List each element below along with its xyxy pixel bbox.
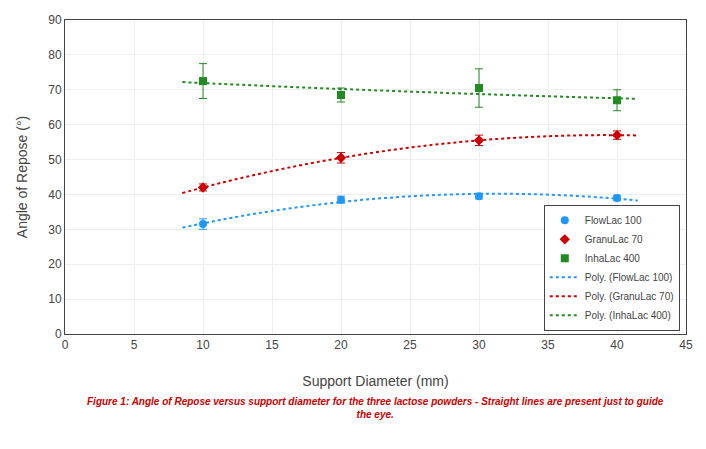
svg-text:45: 45 [679, 338, 693, 352]
svg-text:30: 30 [472, 338, 486, 352]
svg-text:60: 60 [48, 118, 62, 132]
svg-text:90: 90 [48, 13, 62, 27]
svg-text:30: 30 [48, 223, 62, 237]
svg-text:50: 50 [48, 153, 62, 167]
svg-text:Figure 1: Angle of Repose vers: Figure 1: Angle of Repose versus support… [87, 396, 664, 420]
svg-text:GranuLac 70: GranuLac 70 [585, 234, 643, 245]
svg-text:0: 0 [62, 338, 69, 352]
svg-text:80: 80 [48, 48, 62, 62]
svg-text:Poly. (InhaLac 400): Poly. (InhaLac 400) [585, 310, 671, 321]
svg-text:0: 0 [55, 327, 62, 341]
svg-text:FlowLac 100: FlowLac 100 [585, 215, 642, 226]
svg-text:35: 35 [541, 338, 555, 352]
svg-text:25: 25 [403, 338, 417, 352]
svg-text:40: 40 [610, 338, 624, 352]
svg-text:10: 10 [48, 292, 62, 306]
svg-text:70: 70 [48, 83, 62, 97]
svg-text:10: 10 [196, 338, 210, 352]
svg-text:Poly. (GranuLac 70): Poly. (GranuLac 70) [585, 291, 674, 302]
svg-text:40: 40 [48, 188, 62, 202]
svg-text:Angle of Repose (°): Angle of Repose (°) [14, 116, 30, 238]
svg-text:5: 5 [131, 338, 138, 352]
svg-text:20: 20 [334, 338, 348, 352]
svg-text:Poly. (FlowLac 100): Poly. (FlowLac 100) [585, 272, 673, 283]
svg-text:InhaLac 400: InhaLac 400 [585, 253, 640, 264]
svg-text:20: 20 [48, 257, 62, 271]
svg-text:15: 15 [265, 338, 279, 352]
svg-text:Support Diameter (mm): Support Diameter (mm) [302, 373, 448, 389]
